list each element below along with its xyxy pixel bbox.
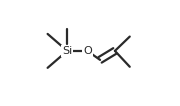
Text: O: O [83, 46, 92, 56]
Text: Si: Si [62, 46, 72, 56]
